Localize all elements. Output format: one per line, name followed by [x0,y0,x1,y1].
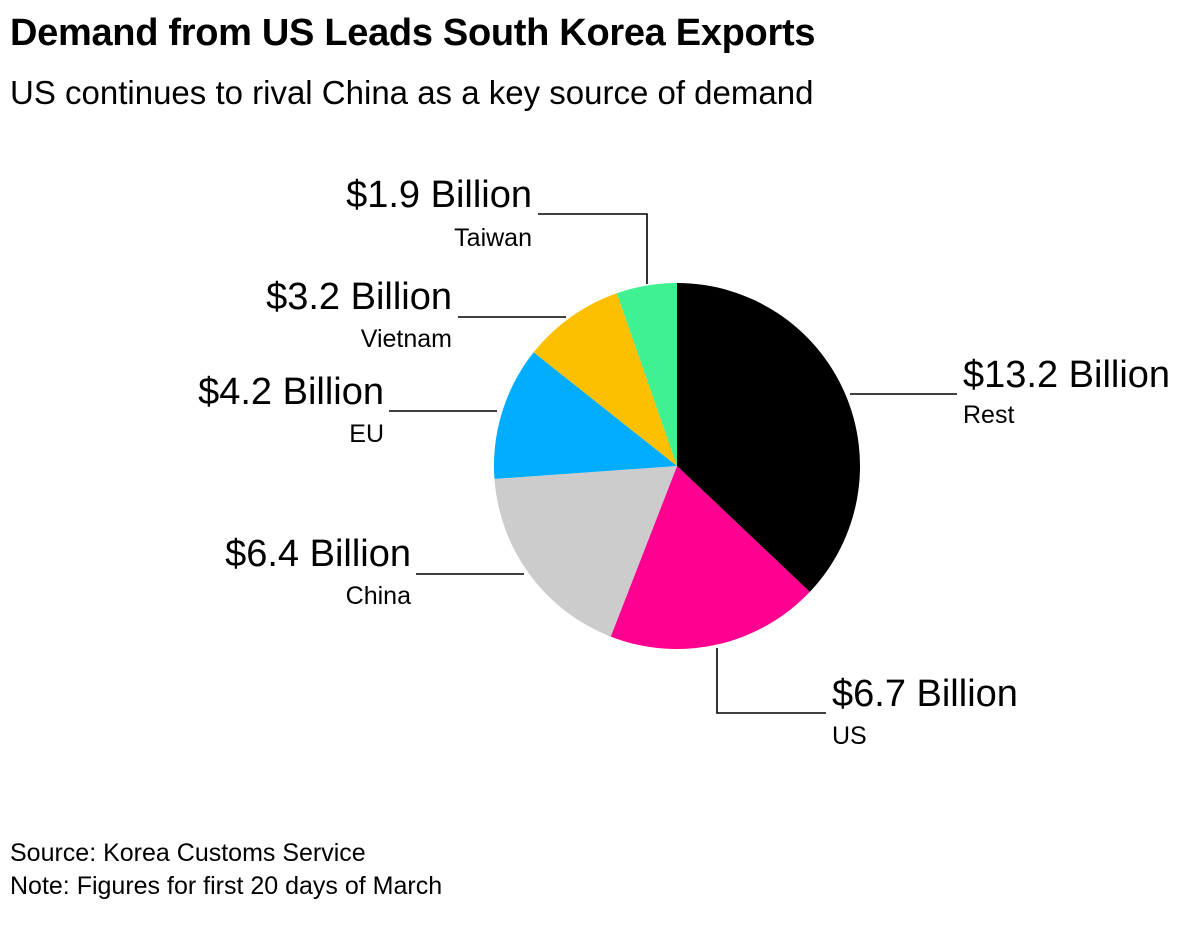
footnote: Note: Figures for first 20 days of March [10,872,443,900]
chart-title: Demand from US Leads South Korea Exports [10,12,816,54]
category-label-china: China [346,582,411,610]
slice-labels: $13.2 Billion Rest $6.7 Billion US $6.4 Bill… [198,174,1170,750]
category-label-taiwan: Taiwan [454,224,532,252]
value-label-us: $6.7 Billion [832,673,1018,715]
value-label-taiwan: $1.9 Billion [346,174,532,216]
pie-slices [494,283,860,649]
pie-slice-china [494,466,677,637]
leader-line-taiwan [538,213,648,284]
leader-lines [389,213,957,714]
leader-line-us [716,648,826,714]
pie-slice-us [610,466,810,649]
category-label-rest: Rest [963,401,1014,429]
chart-subtitle: US continues to rival China as a key sou… [10,74,814,111]
category-label-us: US [832,722,867,750]
value-label-eu: $4.2 Billion [198,371,384,413]
value-label-china: $6.4 Billion [225,533,411,575]
value-label-rest: $13.2 Billion [963,354,1170,396]
category-label-vietnam: Vietnam [361,325,452,353]
category-label-eu: EU [349,420,384,448]
value-label-vietnam: $3.2 Billion [266,276,452,318]
pie-slice-rest [677,283,860,592]
pie-slice-vietnam [533,293,677,466]
pie-slice-eu [494,352,677,479]
source-note: Source: Korea Customs Service [10,839,366,867]
pie-slice-taiwan [616,283,677,466]
